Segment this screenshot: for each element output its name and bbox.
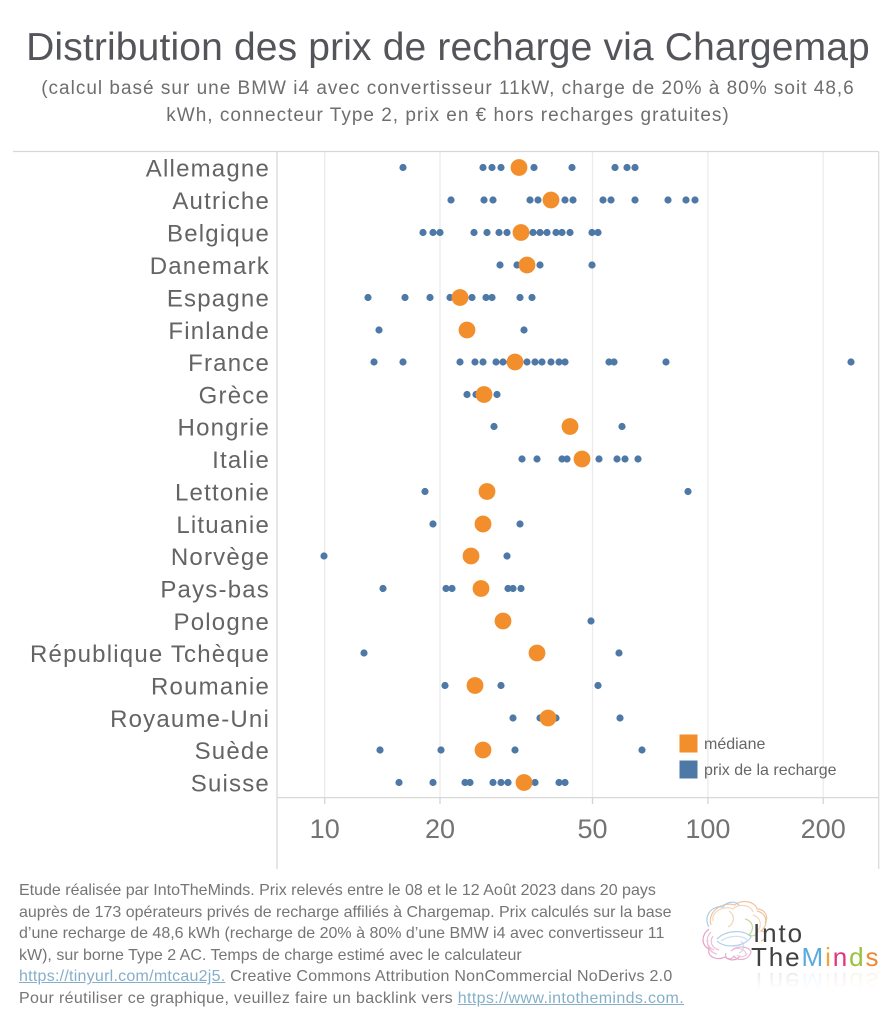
svg-text:Espagne: Espagne bbox=[167, 286, 270, 313]
svg-text:Autriche: Autriche bbox=[172, 188, 270, 215]
svg-text:100: 100 bbox=[685, 814, 730, 844]
svg-text:Allemagne: Allemagne bbox=[146, 156, 270, 183]
svg-text:50: 50 bbox=[577, 814, 607, 844]
svg-text:Belgique: Belgique bbox=[167, 221, 270, 248]
svg-text:Suisse: Suisse bbox=[191, 771, 270, 798]
svg-text:Pays-bas: Pays-bas bbox=[160, 577, 270, 604]
svg-text:prix de la recharge: prix de la recharge bbox=[704, 762, 837, 779]
svg-text:République Tchèque: République Tchèque bbox=[30, 641, 270, 668]
svg-text:Norvège: Norvège bbox=[171, 544, 270, 571]
svg-text:10: 10 bbox=[310, 814, 340, 844]
svg-text:20: 20 bbox=[425, 814, 455, 844]
svg-text:Roumanie: Roumanie bbox=[151, 674, 270, 701]
svg-text:Lituanie: Lituanie bbox=[176, 512, 270, 539]
svg-text:Italie: Italie bbox=[212, 447, 270, 474]
svg-text:Finlande: Finlande bbox=[168, 318, 270, 345]
svg-text:Royaume-Uni: Royaume-Uni bbox=[110, 706, 270, 733]
svg-text:200: 200 bbox=[801, 814, 846, 844]
svg-text:médiane: médiane bbox=[704, 736, 765, 753]
svg-text:Lettonie: Lettonie bbox=[175, 480, 270, 507]
svg-text:Pologne: Pologne bbox=[174, 609, 270, 636]
svg-text:Grèce: Grèce bbox=[199, 383, 270, 410]
svg-text:France: France bbox=[188, 350, 270, 377]
svg-text:Hongrie: Hongrie bbox=[178, 415, 270, 442]
svg-text:Danemark: Danemark bbox=[150, 253, 270, 280]
svg-text:Suède: Suède bbox=[195, 738, 270, 765]
